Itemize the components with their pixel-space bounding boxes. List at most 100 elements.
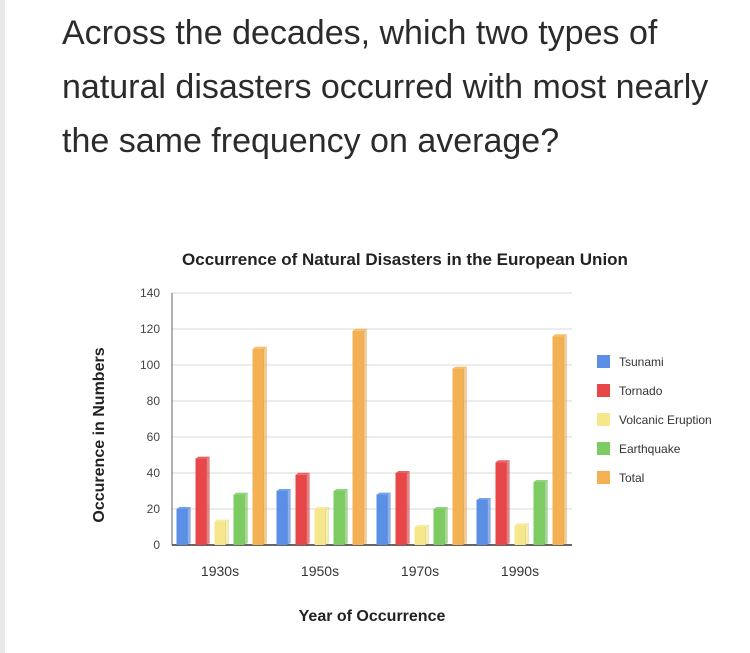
bar-volcanic-eruption-1930s [214, 519, 229, 546]
legend-swatch [597, 471, 610, 484]
bar-face [295, 474, 307, 545]
bar-face [276, 491, 288, 545]
bar-tsunami-1970s [376, 492, 391, 546]
question-text: Across the decades, which two types of n… [62, 14, 709, 160]
legend-label: Tsunami [619, 355, 664, 369]
x-axis-label: Year of Occurrence [299, 608, 446, 625]
bar-side [463, 366, 467, 546]
y-tick-label: 100 [140, 358, 160, 372]
bar-side [444, 506, 448, 546]
left-border [0, 0, 5, 653]
bar-side [187, 506, 191, 546]
bar-top [195, 456, 210, 459]
gridlines [171, 292, 572, 546]
bar-face [176, 509, 188, 545]
bar-side [525, 522, 529, 546]
x-tick-label: 1950s [301, 563, 339, 579]
bar-earthquake-1970s [433, 506, 448, 546]
bar-face [533, 482, 545, 545]
bar-face [552, 336, 564, 545]
bar-face [452, 368, 464, 545]
bar-side [206, 456, 210, 546]
y-tick-label: 20 [147, 502, 161, 516]
bar-top [252, 346, 267, 349]
legend-item-earthquake: Earthquake [597, 442, 681, 456]
bar-total-1970s [452, 366, 467, 546]
bar-volcanic-eruption-1970s [414, 524, 429, 546]
legend: Tsunami Tornado Volcanic Eruption Earthquak… [597, 355, 712, 485]
y-tick-label: 140 [140, 286, 160, 300]
bar-face [333, 491, 345, 545]
bar-top [552, 334, 567, 337]
x-tick-label: 1970s [401, 563, 439, 579]
legend-item-total: Total [597, 471, 644, 485]
chart-title: Occurrence of Natural Disasters in the E… [182, 250, 628, 269]
y-tick-label: 60 [147, 430, 161, 444]
bar-side [263, 346, 267, 546]
bar-top [295, 472, 310, 475]
bar-face [214, 521, 226, 545]
bar-face [195, 458, 207, 545]
bar-volcanic-eruption-1990s [514, 522, 529, 546]
bar-top [352, 328, 367, 331]
bar-face [376, 494, 388, 545]
bar-side [387, 492, 391, 546]
x-tick-label: 1930s [201, 563, 239, 579]
bar-top [395, 471, 410, 473]
bar-face [352, 330, 364, 545]
bar-side [306, 472, 310, 546]
bar-tornado-1930s [195, 456, 210, 546]
legend-label: Volcanic Eruption [619, 413, 712, 427]
bar-earthquake-1930s [233, 492, 248, 546]
bar-side [344, 488, 348, 546]
legend-label: Total [619, 471, 644, 485]
bar-tsunami-1930s [176, 506, 191, 546]
bar-tornado-1970s [395, 470, 410, 546]
bar-face [433, 509, 445, 545]
legend-item-volcanic-eruption: Volcanic Eruption [597, 413, 712, 427]
bar-earthquake-1990s [533, 479, 548, 546]
y-tick-label: 120 [140, 322, 160, 336]
bar-tornado-1950s [295, 472, 310, 546]
legend-swatch [597, 355, 610, 368]
bars [176, 328, 567, 546]
bar-tornado-1990s [495, 459, 510, 546]
bar-side [425, 524, 429, 546]
y-tick-label: 0 [153, 538, 160, 552]
bar-side [287, 488, 291, 546]
bar-face [495, 462, 507, 545]
bar-face [414, 527, 426, 545]
bar-side [406, 470, 410, 546]
bar-top [533, 480, 548, 482]
bar-side [506, 459, 510, 546]
bar-top [233, 492, 248, 495]
bar-side [363, 328, 367, 546]
bar-side [225, 519, 229, 546]
bar-top [514, 523, 529, 526]
x-tick-label: 1990s [501, 563, 539, 579]
legend-label: Earthquake [619, 442, 681, 456]
bar-tsunami-1950s [276, 488, 291, 546]
bar-top [495, 460, 510, 463]
bar-top [314, 507, 329, 509]
legend-item-tornado: Tornado [597, 384, 663, 398]
x-tick-labels: 1930s 1950s 1970s 1990s [201, 563, 539, 579]
bar-top [176, 507, 191, 509]
bar-top [333, 489, 348, 491]
y-tick-label: 40 [147, 466, 161, 480]
bar-side [325, 506, 329, 546]
bar-top [214, 519, 229, 522]
bar-side [544, 479, 548, 546]
bar-total-1990s [552, 333, 567, 546]
y-tick-label: 80 [147, 394, 161, 408]
bar-volcanic-eruption-1950s [314, 506, 329, 546]
bar-total-1950s [352, 328, 367, 546]
legend-swatch [597, 413, 610, 426]
bar-face [395, 473, 407, 545]
bar-earthquake-1950s [333, 488, 348, 546]
legend-swatch [597, 384, 610, 397]
bar-top [433, 507, 448, 509]
bar-tsunami-1990s [476, 497, 491, 546]
bar-face [514, 525, 526, 545]
